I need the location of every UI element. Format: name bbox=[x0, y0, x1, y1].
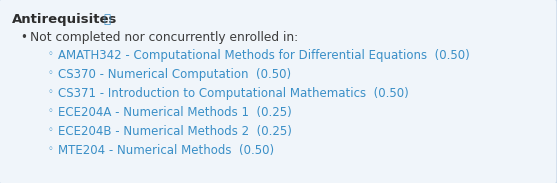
Text: ◦: ◦ bbox=[48, 125, 53, 135]
Text: ◦: ◦ bbox=[48, 68, 53, 78]
Text: AMATH342 - Computational Methods for Differential Equations  (0.50): AMATH342 - Computational Methods for Dif… bbox=[58, 49, 470, 62]
Text: •: • bbox=[20, 31, 27, 44]
Text: ECE204A - Numerical Methods 1  (0.25): ECE204A - Numerical Methods 1 (0.25) bbox=[58, 106, 292, 119]
Text: Antirequisites: Antirequisites bbox=[12, 13, 118, 26]
Text: ◦: ◦ bbox=[48, 144, 53, 154]
Text: ECE204B - Numerical Methods 2  (0.25): ECE204B - Numerical Methods 2 (0.25) bbox=[58, 125, 292, 138]
Text: CS371 - Introduction to Computational Mathematics  (0.50): CS371 - Introduction to Computational Ma… bbox=[58, 87, 409, 100]
Text: ◦: ◦ bbox=[48, 106, 53, 116]
Text: CS370 - Numerical Computation  (0.50): CS370 - Numerical Computation (0.50) bbox=[58, 68, 291, 81]
Text: ◦: ◦ bbox=[48, 87, 53, 97]
Text: ⓘ: ⓘ bbox=[103, 13, 110, 26]
Text: ◦: ◦ bbox=[48, 49, 53, 59]
Text: MTE204 - Numerical Methods  (0.50): MTE204 - Numerical Methods (0.50) bbox=[58, 144, 274, 157]
Text: Not completed nor concurrently enrolled in:: Not completed nor concurrently enrolled … bbox=[30, 31, 298, 44]
